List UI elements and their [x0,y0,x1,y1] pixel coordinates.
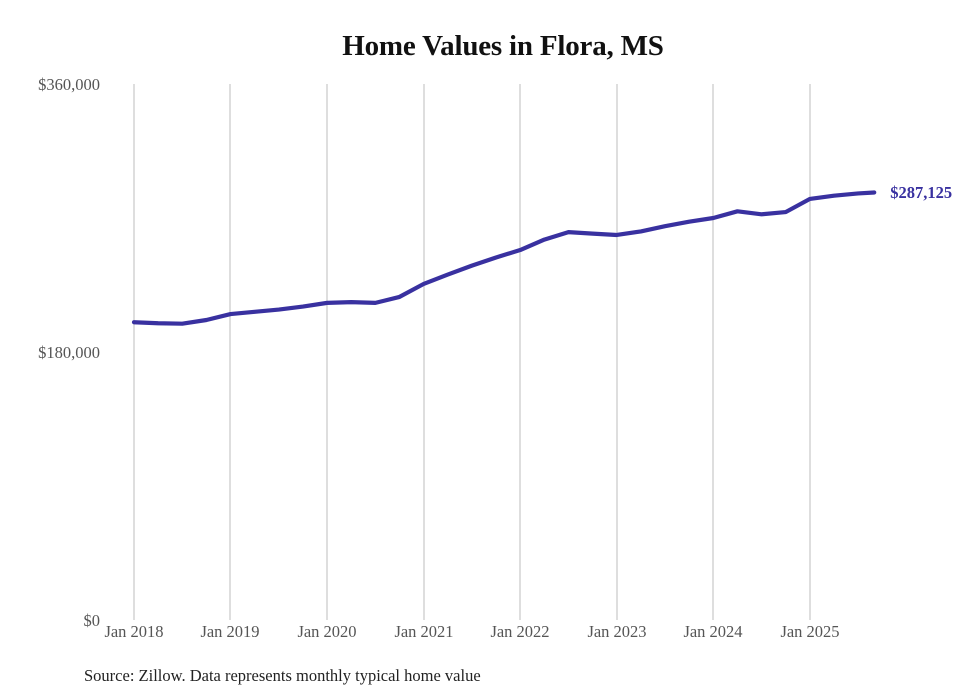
chart-footnote: Source: Zillow. Data represents monthly … [84,666,481,685]
x-axis-tick-label: Jan 2019 [200,622,260,641]
x-axis-tick-label: Jan 2025 [780,622,840,641]
x-axis-tick-label: Jan 2022 [490,622,550,641]
y-axis-tick-label: $0 [83,611,101,630]
y-axis-tick-label: $360,000 [38,75,100,94]
gridlines [133,84,811,620]
x-axis-tick-label: Jan 2020 [297,622,357,641]
x-axis-tick-label: Jan 2021 [394,622,454,641]
x-axis-tick-label: Jan 2018 [104,622,164,641]
y-axis-tick-label: $180,000 [38,343,100,362]
x-axis-tick-label: Jan 2024 [683,622,743,641]
end-value-annotation: $287,125 [890,182,953,202]
x-axis-tick-label: Jan 2023 [587,622,647,641]
page-title: Home Values in Flora, MS [342,30,664,62]
home-value-line [131,190,877,326]
